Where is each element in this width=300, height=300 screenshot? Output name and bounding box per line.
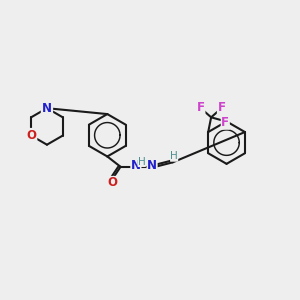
Text: N: N [42, 102, 52, 115]
Text: H: H [170, 152, 178, 161]
Text: N: N [131, 159, 141, 172]
Text: F: F [218, 101, 225, 114]
Text: F: F [197, 101, 205, 114]
Text: H: H [138, 157, 146, 167]
Text: O: O [26, 129, 36, 142]
Text: N: N [147, 159, 157, 172]
Text: O: O [107, 176, 117, 190]
Text: F: F [221, 116, 229, 129]
